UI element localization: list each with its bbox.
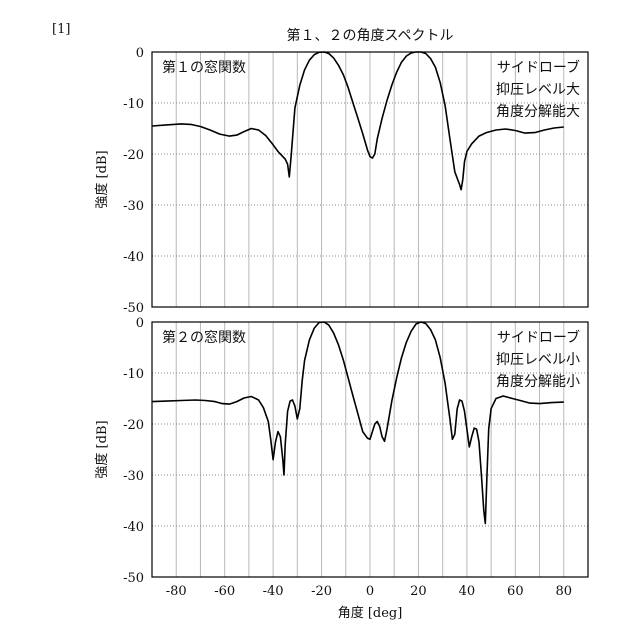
y-tick-label: 0 [136, 46, 144, 61]
y-tick-label: -40 [123, 520, 144, 535]
plot-frame [151, 51, 589, 308]
annotation-line: サイドローブ [497, 59, 580, 76]
y-tick-label: -40 [123, 250, 144, 265]
panel-label: 第２の窓関数 [162, 329, 246, 346]
annotation-line: 角度分解能小 [496, 374, 580, 390]
y-axis-label: 強度 [dB] [94, 420, 110, 478]
x-tick-label: 40 [459, 584, 476, 599]
x-tick-label: -60 [214, 584, 235, 599]
x-tick-label: 0 [366, 584, 374, 599]
x-tick-label: 60 [507, 584, 524, 599]
figure-label: [1] [52, 22, 70, 37]
annotation-line: 抑圧レベル大 [496, 82, 580, 98]
spectrum-line [151, 51, 564, 191]
y-tick-label: -50 [123, 571, 144, 586]
x-tick-label: 80 [556, 584, 573, 599]
x-axis-label: 角度 [deg] [338, 605, 403, 621]
annotation-line: 角度分解能大 [496, 104, 580, 120]
x-tick-label: -20 [311, 584, 332, 599]
plot-frame [151, 321, 589, 578]
y-tick-label: -20 [123, 418, 144, 433]
y-tick-label: -30 [123, 199, 144, 214]
figure-title: 第１、２の角度スペクトル [286, 27, 453, 44]
x-tick-label: 20 [410, 584, 427, 599]
bottom-spectrum-chart: 0 -10 -20 -30 -40 -50 -80 -60 -40 -20 0 20 40 60 80 角度 … [94, 316, 589, 621]
annotation-line: サイドローブ [497, 329, 580, 346]
panel-label: 第１の窓関数 [162, 59, 246, 76]
y-axis-label: 強度 [dB] [94, 150, 110, 208]
top-spectrum-chart: 0 -10 -20 -30 -40 -50 強度 [dB] 第１の窓関数 サイドローブ抑圧レベル… [94, 46, 589, 316]
annotation-line: 抑圧レベル小 [496, 352, 580, 368]
y-tick-label: -10 [123, 367, 144, 382]
y-tick-label: 0 [136, 316, 144, 331]
y-tick-label: -20 [123, 148, 144, 163]
y-tick-label: -10 [123, 97, 144, 112]
y-tick-label: -50 [123, 301, 144, 316]
x-tick-label: -80 [166, 584, 187, 599]
spectrum-line [151, 321, 564, 525]
y-tick-label: -30 [123, 469, 144, 484]
x-tick-label: -40 [263, 584, 284, 599]
